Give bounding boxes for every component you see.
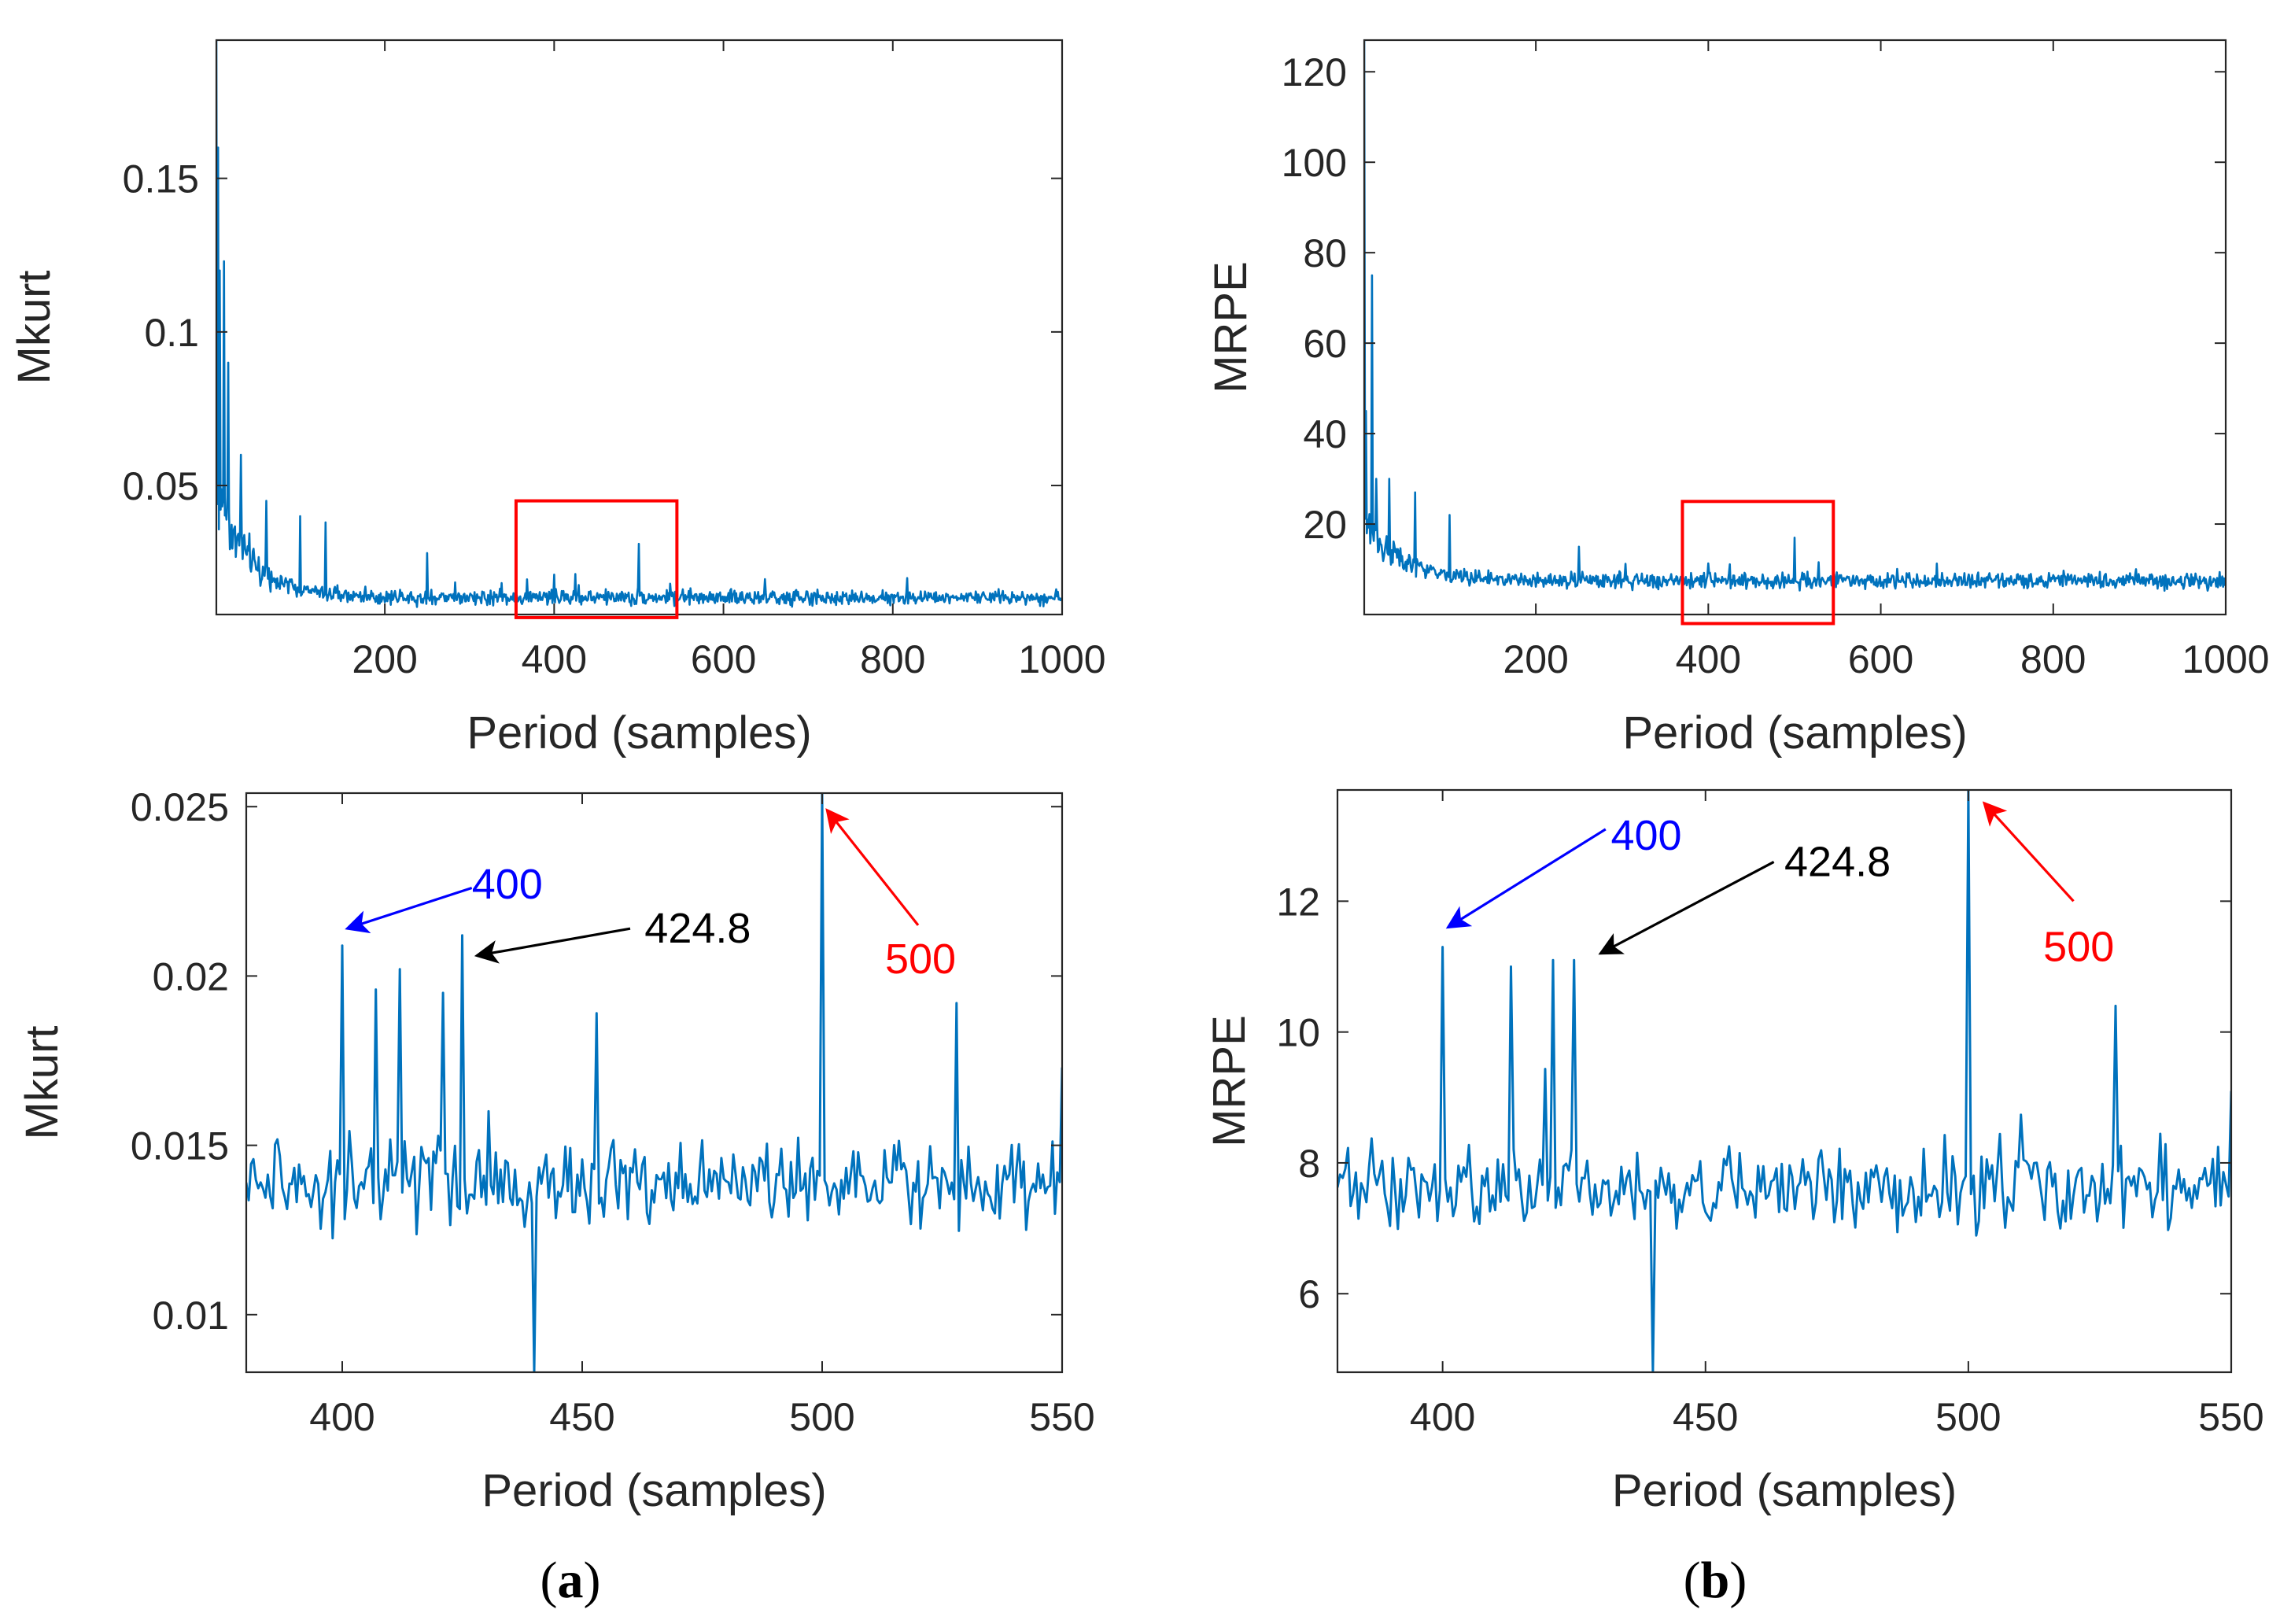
- annotation-label-400: 400: [1610, 812, 1681, 859]
- y-axis-label: Mkurt: [9, 271, 60, 385]
- y-tick-label: 10: [1276, 1011, 1320, 1055]
- x-tick-label: 500: [1935, 1395, 2001, 1439]
- panel-a-top-chart: 200 400 600 800 1000 0.05 0.1 0.15 Period (sampl…: [9, 39, 1106, 758]
- y-tick-label: 100: [1282, 141, 1347, 185]
- y-tick-label: 0.01: [153, 1294, 229, 1338]
- panel-a-bottom-chart: 400 450 500 550 0.01 0.015 0.02 0.025 Period (sa…: [17, 785, 1095, 1516]
- y-tick-label: 80: [1303, 231, 1347, 275]
- y-tick-label: 8: [1298, 1142, 1320, 1186]
- series-line-mkurt: [246, 793, 1062, 1372]
- annotation-arrow-500: [825, 808, 920, 926]
- panel-label-b: (b): [1684, 1552, 1747, 1609]
- y-tick-label: 120: [1282, 50, 1347, 94]
- x-axis-label: Period (samples): [481, 1465, 826, 1516]
- x-tick-label: 400: [522, 637, 587, 681]
- series-line-mrpe: [1337, 790, 2231, 1372]
- plot-frame: [215, 39, 1064, 616]
- x-tick-label: 200: [1503, 637, 1568, 681]
- annotation-arrow-424-8: [1598, 861, 1775, 955]
- x-tick-label: 550: [2198, 1395, 2263, 1439]
- annotation-label-500: 500: [2043, 924, 2114, 971]
- annotation-label-500: 500: [885, 936, 956, 983]
- x-axis-label: Period (samples): [467, 707, 811, 758]
- x-tick-label: 600: [1848, 637, 1913, 681]
- x-tick-label: 500: [789, 1395, 854, 1439]
- x-tick-label: 400: [1676, 637, 1741, 681]
- plot-frame: [1336, 788, 2233, 1374]
- series-line-mkurt: [216, 40, 1062, 608]
- x-tick-label: 550: [1029, 1395, 1094, 1439]
- annotation-arrow-400: [1445, 828, 1607, 929]
- y-axis-label: MRPE: [1205, 261, 1256, 393]
- panel-b-bottom-chart: 400 450 500 550 6 8 10 12 Period (samples) MRPE 40…: [1204, 788, 2264, 1516]
- y-tick-label: 0.02: [153, 954, 229, 998]
- zoom-highlight-box: [514, 499, 679, 619]
- y-tick-label: 60: [1303, 322, 1347, 366]
- y-axis-label: MRPE: [1204, 1015, 1255, 1147]
- y-axis-label: Mkurt: [17, 1026, 68, 1140]
- series-line-mrpe: [1364, 40, 2226, 592]
- y-tick-label: 0.1: [144, 311, 199, 355]
- panel-b-top-chart: 200 400 600 800 1000 20 40 60 80 100 120 Period (sa…: [1205, 39, 2270, 758]
- x-tick-label: 800: [860, 637, 925, 681]
- y-tick-label: 0.15: [123, 157, 199, 201]
- x-tick-label: 400: [309, 1395, 374, 1439]
- plot-frame: [1363, 39, 2227, 616]
- x-tick-label: 1000: [2182, 637, 2269, 681]
- annotation-arrow-500: [1982, 801, 2075, 902]
- annotation-label-424-8: 424.8: [1784, 838, 1891, 885]
- annotation-arrow-424-8: [474, 927, 631, 964]
- x-tick-label: 400: [1410, 1395, 1475, 1439]
- y-tick-label: 20: [1303, 503, 1347, 547]
- y-tick-label: 0.05: [123, 464, 199, 508]
- x-axis-label: Period (samples): [1612, 1465, 1957, 1516]
- y-tick-label: 6: [1298, 1272, 1320, 1316]
- y-tick-label: 0.025: [131, 785, 229, 829]
- x-tick-label: 450: [549, 1395, 614, 1439]
- zoom-highlight-box: [1680, 500, 1835, 626]
- annotation-label-400: 400: [472, 861, 543, 908]
- x-tick-label: 450: [1673, 1395, 1738, 1439]
- annotation-label-424-8: 424.8: [644, 905, 751, 952]
- x-tick-label: 200: [352, 637, 417, 681]
- x-tick-label: 1000: [1018, 637, 1105, 681]
- annotation-arrow-400: [345, 886, 473, 934]
- x-tick-label: 600: [691, 637, 756, 681]
- x-tick-label: 800: [2020, 637, 2086, 681]
- panel-label-a: (a): [540, 1552, 601, 1609]
- y-tick-label: 0.015: [131, 1124, 229, 1168]
- x-axis-label: Period (samples): [1622, 707, 1967, 758]
- plot-frame: [245, 792, 1064, 1374]
- y-tick-label: 40: [1303, 412, 1347, 456]
- y-tick-label: 12: [1276, 880, 1320, 924]
